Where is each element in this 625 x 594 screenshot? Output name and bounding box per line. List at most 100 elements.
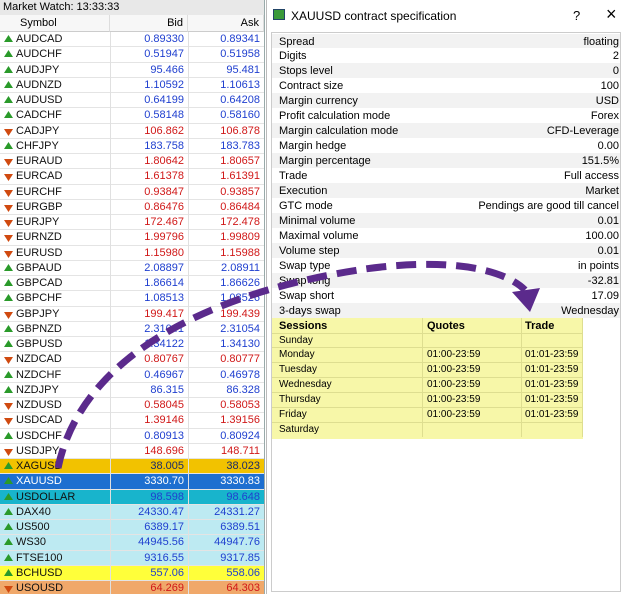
symbol: GBPNZD xyxy=(16,322,62,335)
bid: 44945.56 xyxy=(138,536,184,549)
spec-row xyxy=(272,242,620,258)
column-header: Bid xyxy=(110,15,188,32)
cell-divider xyxy=(110,276,111,292)
ask: 3330.83 xyxy=(220,475,260,488)
cell-divider xyxy=(188,77,189,93)
trend-icon xyxy=(4,568,13,578)
bid: 0.64199 xyxy=(144,94,184,106)
symbol-row[interactable] xyxy=(0,520,264,536)
ask: 1.99809 xyxy=(220,231,260,244)
cell-divider xyxy=(110,108,111,124)
symbol-row[interactable] xyxy=(0,459,264,475)
cell-divider xyxy=(188,306,189,322)
symbol-row[interactable] xyxy=(0,413,264,429)
symbol: GBPCHF xyxy=(16,292,62,305)
ask: 24331.27 xyxy=(214,505,260,518)
session-cell: 01:01-23:59 xyxy=(525,364,579,376)
symbol-row[interactable] xyxy=(0,535,264,551)
symbol-row[interactable] xyxy=(0,93,264,109)
sessions-header: Quotes xyxy=(427,319,465,332)
cell-divider xyxy=(188,398,189,414)
ask: 172.478 xyxy=(220,216,260,228)
symbol-row[interactable] xyxy=(0,123,264,139)
cell-divider xyxy=(110,123,111,139)
cell-divider xyxy=(110,428,111,444)
cell-divider xyxy=(188,32,189,48)
symbol-row[interactable] xyxy=(0,108,264,124)
symbol-row[interactable] xyxy=(0,581,264,594)
symbol-row[interactable] xyxy=(0,199,264,215)
spec-row xyxy=(272,212,620,228)
symbol: EURUSD xyxy=(16,246,63,259)
cell-divider xyxy=(110,337,111,353)
ask: 0.80777 xyxy=(220,353,260,366)
symbol-row[interactable] xyxy=(0,245,264,261)
cell-divider xyxy=(110,215,111,231)
symbol-row[interactable] xyxy=(0,260,264,276)
symbol-row[interactable] xyxy=(0,291,264,307)
symbol-row[interactable] xyxy=(0,321,264,337)
symbol: XAUUSD xyxy=(16,475,62,488)
trend-icon xyxy=(4,279,13,288)
symbol-row[interactable] xyxy=(0,382,264,398)
cell-divider xyxy=(188,565,189,581)
trend-icon xyxy=(4,477,13,486)
symbol-row[interactable] xyxy=(0,169,264,185)
trend-icon xyxy=(4,584,13,593)
symbol: EURCHF xyxy=(16,185,62,198)
symbol-row[interactable] xyxy=(0,230,264,246)
bid: 1.86614 xyxy=(144,277,184,289)
symbol-row[interactable] xyxy=(0,215,264,231)
session-row xyxy=(272,332,583,334)
bid: 106.862 xyxy=(144,124,184,137)
symbol-row[interactable] xyxy=(0,398,264,414)
trend-icon xyxy=(4,355,13,365)
bid: 199.417 xyxy=(144,307,184,320)
symbol-row[interactable] xyxy=(0,77,264,93)
symbol-row[interactable] xyxy=(0,32,264,48)
trend-icon xyxy=(4,294,13,303)
symbol-row[interactable] xyxy=(0,276,264,292)
symbol-row[interactable] xyxy=(0,565,264,581)
close-button[interactable]: × xyxy=(606,4,617,24)
ask: 106.878 xyxy=(220,124,260,137)
cell-divider xyxy=(110,382,111,398)
session-cell: 01:00-23:59 xyxy=(427,394,481,406)
spec-label: Swap type xyxy=(279,259,331,272)
symbol-row[interactable] xyxy=(0,443,264,459)
symbol-row[interactable] xyxy=(0,184,264,200)
spec-value: Full access xyxy=(563,170,619,183)
symbol-row[interactable] xyxy=(0,489,264,505)
spec-frame xyxy=(271,32,621,592)
symbol-row[interactable] xyxy=(0,367,264,383)
spec-label: Margin hedge xyxy=(279,140,347,153)
bid: 98.598 xyxy=(150,490,184,503)
cell-divider xyxy=(188,154,189,170)
spec-row xyxy=(272,197,620,213)
ask: 0.46978 xyxy=(220,368,260,381)
cell-divider xyxy=(188,169,189,185)
cell-divider xyxy=(110,169,111,185)
symbol-row[interactable] xyxy=(0,504,264,520)
symbol-row[interactable] xyxy=(0,62,264,78)
symbol: DAX40 xyxy=(16,505,51,518)
symbol: GBPUSD xyxy=(16,338,63,350)
session-cell: 01:00-23:59 xyxy=(427,409,481,421)
symbol-row[interactable] xyxy=(0,550,264,566)
symbol: CADJPY xyxy=(16,124,60,137)
bid: 9316.55 xyxy=(144,551,184,564)
symbol-row[interactable] xyxy=(0,138,264,154)
spec-value: CFD-Leverage xyxy=(546,125,619,138)
symbol-row[interactable] xyxy=(0,474,264,490)
cell-divider xyxy=(188,199,189,215)
cell-divider xyxy=(188,504,189,520)
symbol-row[interactable] xyxy=(0,154,264,170)
symbol: EURJPY xyxy=(16,216,60,228)
cell-divider xyxy=(188,489,189,505)
cell-divider xyxy=(188,62,189,78)
trend-icon xyxy=(4,263,13,273)
symbol-row[interactable] xyxy=(0,47,264,63)
bid: 557.06 xyxy=(150,566,184,579)
help-button[interactable]: ? xyxy=(573,8,581,23)
trend-icon xyxy=(4,157,13,166)
